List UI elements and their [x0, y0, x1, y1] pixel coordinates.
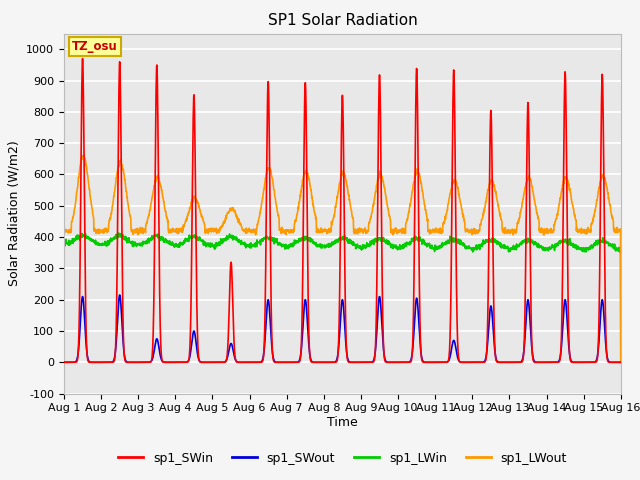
sp1_SWin	[60, 360, 68, 365]
Line: sp1_SWin: sp1_SWin	[64, 59, 621, 362]
sp1_LWin	[584, 246, 591, 252]
sp1_SWout	[568, 359, 575, 364]
sp1_LWout	[80, 152, 88, 158]
sp1_LWin	[504, 248, 512, 253]
sp1_SWin	[568, 360, 575, 365]
sp1_LWout	[371, 194, 379, 200]
sp1_LWin	[568, 241, 575, 247]
sp1_LWout	[617, 360, 625, 365]
sp1_LWout	[359, 229, 367, 235]
Line: sp1_LWout: sp1_LWout	[64, 155, 621, 362]
sp1_SWout	[216, 360, 223, 365]
sp1_SWout	[60, 360, 68, 365]
Y-axis label: Solar Radiation (W/m2): Solar Radiation (W/m2)	[8, 141, 20, 287]
sp1_LWin	[617, 360, 625, 365]
sp1_LWin	[216, 241, 223, 247]
sp1_SWin	[359, 360, 367, 365]
X-axis label: Time: Time	[327, 416, 358, 429]
sp1_LWin	[359, 242, 367, 248]
sp1_LWout	[568, 199, 575, 205]
sp1_LWout	[584, 227, 591, 233]
Legend: sp1_SWin, sp1_SWout, sp1_LWin, sp1_LWout: sp1_SWin, sp1_SWout, sp1_LWin, sp1_LWout	[113, 447, 572, 469]
sp1_LWin	[371, 236, 379, 241]
sp1_SWout	[116, 292, 124, 298]
sp1_SWout	[617, 360, 625, 365]
sp1_SWout	[371, 353, 379, 359]
sp1_SWin	[216, 360, 223, 365]
sp1_SWin	[371, 354, 379, 360]
sp1_LWin	[115, 230, 122, 236]
sp1_SWout	[584, 360, 591, 365]
sp1_SWout	[359, 360, 367, 365]
sp1_SWin	[584, 360, 591, 365]
sp1_SWin	[617, 360, 625, 365]
sp1_SWout	[504, 360, 512, 365]
sp1_SWin	[504, 360, 512, 365]
sp1_LWout	[504, 230, 512, 236]
Text: TZ_osu: TZ_osu	[72, 40, 118, 53]
Title: SP1 Solar Radiation: SP1 Solar Radiation	[268, 13, 417, 28]
sp1_LWout	[216, 227, 223, 232]
sp1_LWin	[60, 241, 68, 247]
sp1_LWout	[60, 228, 68, 234]
Line: sp1_LWin: sp1_LWin	[64, 233, 621, 362]
sp1_SWin	[79, 56, 86, 61]
Line: sp1_SWout: sp1_SWout	[64, 295, 621, 362]
